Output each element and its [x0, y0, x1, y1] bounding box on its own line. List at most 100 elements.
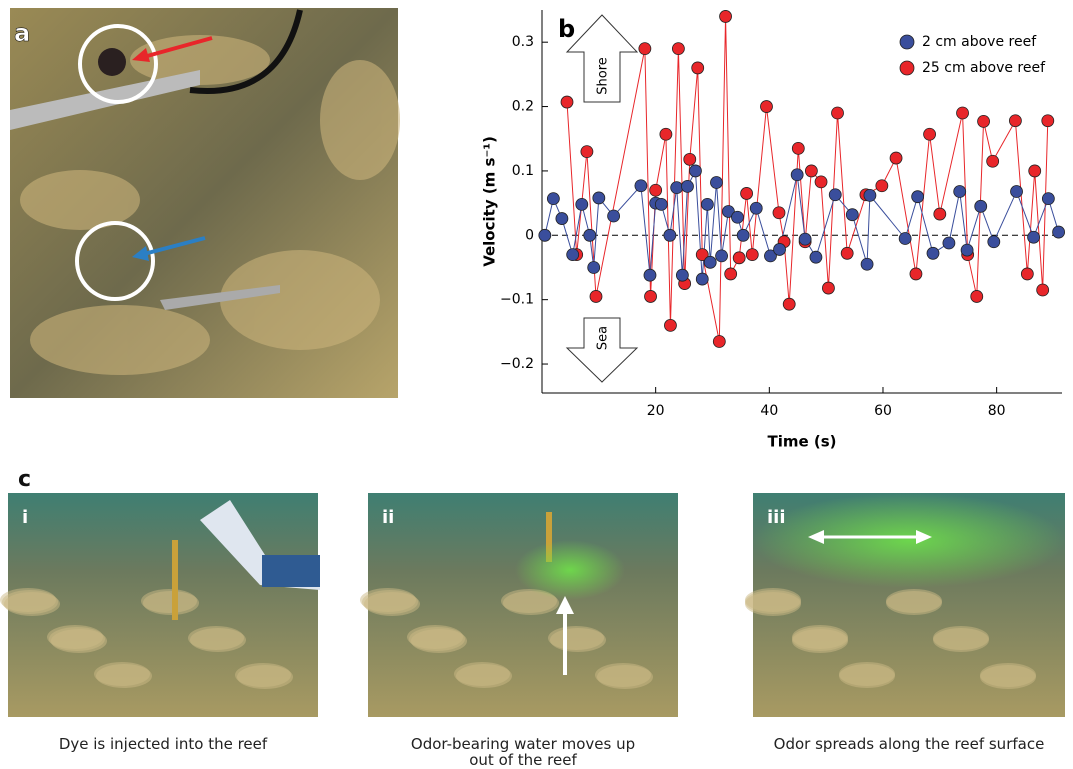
figure: a c iiiiii −0.2−0.100.10.20.320406080Tim… — [0, 0, 1073, 769]
data-point — [978, 115, 990, 127]
legend-marker — [900, 61, 914, 75]
coral-texture — [792, 629, 848, 653]
data-point — [539, 229, 551, 241]
data-point — [912, 191, 924, 203]
data-point — [829, 189, 841, 201]
coral-texture — [550, 628, 606, 652]
data-point — [547, 193, 559, 205]
x-axis-label: Time (s) — [767, 433, 836, 451]
x-tick-label: 80 — [988, 403, 1006, 419]
data-point — [792, 142, 804, 154]
data-point — [650, 184, 662, 196]
y-tick-label: 0.1 — [512, 163, 534, 179]
data-point — [1009, 115, 1021, 127]
coral-texture — [96, 664, 152, 688]
data-point — [584, 229, 596, 241]
panel-label: c — [18, 467, 31, 492]
data-point — [1042, 115, 1054, 127]
data-point — [561, 96, 573, 108]
data-point — [720, 10, 732, 22]
x-tick-label: 40 — [760, 403, 778, 419]
data-point — [841, 247, 853, 259]
legend-label: 25 cm above reef — [922, 60, 1046, 76]
data-point — [701, 198, 713, 210]
data-point — [590, 290, 602, 302]
coral-texture — [839, 664, 895, 688]
data-point — [672, 43, 684, 55]
data-point — [927, 247, 939, 259]
data-point — [710, 177, 722, 189]
caption: Dye is injected into the reef — [0, 736, 328, 752]
coral-texture — [190, 628, 246, 652]
coral-texture — [886, 591, 942, 615]
coral-texture — [51, 629, 107, 653]
data-point — [783, 298, 795, 310]
data-point — [899, 233, 911, 245]
data-point — [954, 186, 966, 198]
data-point — [1028, 231, 1040, 243]
data-point — [971, 290, 983, 302]
data-point — [696, 273, 708, 285]
data-point — [660, 128, 672, 140]
data-point — [704, 256, 716, 268]
data-point — [689, 165, 701, 177]
ruler — [172, 540, 178, 620]
data-point — [760, 101, 772, 113]
data-point — [635, 180, 647, 192]
data-point — [822, 282, 834, 294]
data-point — [608, 210, 620, 222]
annotation: Shore — [596, 57, 611, 95]
coral-texture — [745, 592, 801, 616]
data-point — [664, 229, 676, 241]
data-point — [805, 165, 817, 177]
data-point — [733, 252, 745, 264]
photo-label: i — [22, 507, 28, 528]
y-tick-label: −0.2 — [500, 356, 534, 372]
data-point — [593, 192, 605, 204]
data-point — [750, 202, 762, 214]
coral-texture — [933, 628, 989, 652]
data-point — [864, 189, 876, 201]
data-point — [713, 336, 725, 348]
caption: Odor-bearing water moves up out of the r… — [403, 736, 643, 768]
y-tick-label: 0 — [525, 227, 534, 243]
y-tick-label: −0.1 — [500, 292, 534, 308]
panel-label: b — [558, 15, 575, 43]
data-point — [791, 169, 803, 181]
data-point — [676, 269, 688, 281]
caption: Odor spreads along the reef surface — [744, 736, 1073, 752]
legend-label: 2 cm above reef — [922, 34, 1037, 50]
annotation: Sea — [596, 326, 611, 350]
photo-label: iii — [767, 507, 786, 528]
coral-texture — [411, 629, 467, 653]
data-point — [832, 107, 844, 119]
data-point — [655, 198, 667, 210]
data-point — [943, 237, 955, 249]
data-point — [588, 261, 600, 273]
y-tick-label: 0.2 — [512, 99, 534, 115]
x-tick-label: 20 — [647, 403, 665, 419]
photo-label: ii — [382, 507, 394, 528]
data-point — [725, 268, 737, 280]
data-point — [1042, 193, 1054, 205]
data-point — [741, 187, 753, 199]
series-line — [545, 171, 1059, 279]
sensor — [98, 48, 126, 76]
y-axis-label: Velocity (m s⁻¹) — [481, 136, 499, 267]
data-point — [846, 209, 858, 221]
coral-texture — [4, 592, 60, 616]
data-point — [1053, 226, 1065, 238]
data-point — [692, 62, 704, 74]
page: a c iiiiii −0.2−0.100.10.20.320406080Tim… — [0, 0, 1073, 769]
data-point — [737, 229, 749, 241]
data-point — [684, 153, 696, 165]
dye-plume — [515, 540, 625, 600]
data-point — [639, 43, 651, 55]
panel-label: a — [14, 19, 30, 47]
data-point — [799, 233, 811, 245]
data-point — [716, 250, 728, 262]
data-point — [910, 268, 922, 280]
data-point — [671, 182, 683, 194]
data-point — [731, 211, 743, 223]
